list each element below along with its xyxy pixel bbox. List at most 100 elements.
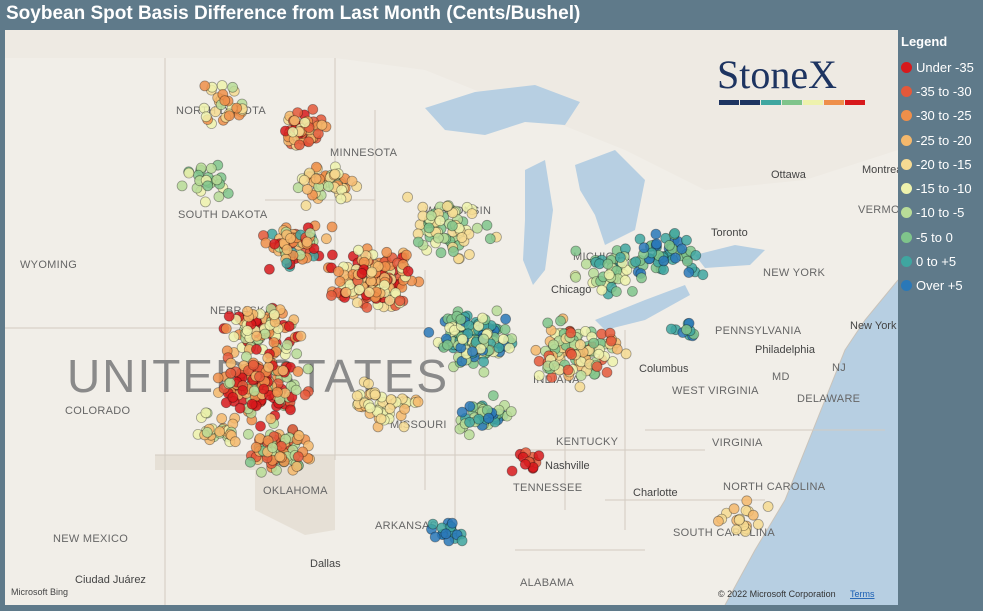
basis-dot[interactable] xyxy=(281,244,293,256)
basis-dot[interactable] xyxy=(466,346,478,358)
basis-dot[interactable] xyxy=(351,297,363,309)
legend-item[interactable]: -25 to -20 xyxy=(901,128,983,152)
basis-dot[interactable] xyxy=(464,400,476,412)
basis-dot[interactable] xyxy=(210,106,221,118)
basis-dot[interactable] xyxy=(222,187,234,199)
basis-dot[interactable] xyxy=(658,255,670,267)
basis-dot[interactable] xyxy=(290,384,302,396)
basis-dot[interactable] xyxy=(241,325,253,337)
basis-dot[interactable] xyxy=(402,191,414,203)
basis-dot[interactable] xyxy=(220,323,232,335)
basis-dot[interactable] xyxy=(255,466,267,478)
basis-dot[interactable] xyxy=(619,274,631,286)
basis-dot[interactable] xyxy=(202,180,214,192)
basis-dot[interactable] xyxy=(427,518,439,530)
basis-dot[interactable] xyxy=(384,294,396,306)
basis-dot[interactable] xyxy=(301,236,313,248)
basis-dot[interactable] xyxy=(676,243,688,255)
basis-dot[interactable] xyxy=(478,333,490,345)
basis-dot[interactable] xyxy=(762,501,774,512)
basis-dot[interactable] xyxy=(223,110,235,122)
basis-dot[interactable] xyxy=(304,227,316,239)
basis-dot[interactable] xyxy=(325,290,337,301)
basis-dot[interactable] xyxy=(223,310,235,322)
basis-dot[interactable] xyxy=(268,337,280,348)
basis-dot[interactable] xyxy=(250,441,262,453)
basis-dot[interactable] xyxy=(250,343,262,355)
basis-dot[interactable] xyxy=(320,233,332,245)
basis-dot[interactable] xyxy=(605,335,617,347)
basis-dot[interactable] xyxy=(241,305,253,317)
basis-dot[interactable] xyxy=(669,227,681,239)
basis-dot[interactable] xyxy=(384,403,396,414)
basis-dot[interactable] xyxy=(665,323,677,335)
basis-dot[interactable] xyxy=(440,528,452,540)
basis-dot[interactable] xyxy=(200,111,212,123)
basis-dot[interactable] xyxy=(481,219,493,231)
basis-dot[interactable] xyxy=(287,126,299,138)
basis-dot[interactable] xyxy=(281,339,293,351)
legend-item[interactable]: 0 to +5 xyxy=(901,249,983,273)
basis-dot[interactable] xyxy=(329,168,341,180)
basis-dot[interactable] xyxy=(326,249,338,261)
basis-dot[interactable] xyxy=(574,381,586,393)
basis-dot[interactable] xyxy=(351,390,363,402)
legend-item[interactable]: -35 to -30 xyxy=(901,79,983,103)
basis-dot[interactable] xyxy=(533,450,545,462)
basis-dot[interactable] xyxy=(274,451,286,463)
basis-dot[interactable] xyxy=(681,324,692,336)
basis-dot[interactable] xyxy=(728,503,740,515)
basis-dot[interactable] xyxy=(683,267,695,278)
basis-dot[interactable] xyxy=(455,313,467,325)
basis-dot[interactable] xyxy=(346,175,358,187)
basis-dot[interactable] xyxy=(506,465,518,477)
basis-dot[interactable] xyxy=(575,370,587,382)
basis-dot[interactable] xyxy=(546,372,558,383)
basis-dot[interactable] xyxy=(225,367,237,379)
basis-dot[interactable] xyxy=(224,377,236,389)
basis-dot[interactable] xyxy=(216,80,228,91)
basis-dot[interactable] xyxy=(477,312,488,324)
basis-dot[interactable] xyxy=(505,406,517,417)
basis-dot[interactable] xyxy=(398,421,410,433)
basis-dot[interactable] xyxy=(307,104,319,115)
basis-dot[interactable] xyxy=(258,383,270,395)
basis-dot[interactable] xyxy=(478,356,490,368)
basis-dot[interactable] xyxy=(251,330,263,342)
basis-dot[interactable] xyxy=(596,284,608,296)
basis-dot[interactable] xyxy=(611,343,623,355)
basis-dot[interactable] xyxy=(271,386,283,398)
basis-dot[interactable] xyxy=(262,352,274,364)
basis-dot[interactable] xyxy=(487,390,499,402)
basis-dot[interactable] xyxy=(463,429,475,441)
basis-dot[interactable] xyxy=(747,509,759,521)
basis-dot[interactable] xyxy=(214,426,226,438)
basis-dot[interactable] xyxy=(533,370,545,382)
basis-dot[interactable] xyxy=(500,313,512,325)
basis-dot[interactable] xyxy=(630,256,641,268)
terms-link[interactable]: Terms xyxy=(850,589,875,599)
basis-dot[interactable] xyxy=(412,236,424,248)
basis-dot[interactable] xyxy=(255,420,266,432)
basis-dot[interactable] xyxy=(263,263,275,275)
basis-dot[interactable] xyxy=(225,357,237,369)
basis-dot[interactable] xyxy=(566,349,577,360)
basis-dot[interactable] xyxy=(293,430,305,442)
basis-dot[interactable] xyxy=(375,413,387,425)
basis-dot[interactable] xyxy=(248,385,260,397)
basis-dot[interactable] xyxy=(530,344,542,356)
basis-dot[interactable] xyxy=(593,348,605,360)
basis-dot[interactable] xyxy=(503,342,515,354)
basis-dot[interactable] xyxy=(246,398,258,410)
basis-dot[interactable] xyxy=(229,436,241,448)
basis-dot[interactable] xyxy=(574,339,586,351)
basis-dot[interactable] xyxy=(456,406,468,418)
basis-dot[interactable] xyxy=(254,371,265,383)
basis-dot[interactable] xyxy=(670,252,681,264)
basis-dot[interactable] xyxy=(681,234,692,246)
basis-dot[interactable] xyxy=(200,407,212,419)
basis-dot[interactable] xyxy=(548,360,560,372)
basis-dot[interactable] xyxy=(281,257,293,269)
basis-dot[interactable] xyxy=(390,287,402,299)
basis-dot[interactable] xyxy=(580,258,592,270)
